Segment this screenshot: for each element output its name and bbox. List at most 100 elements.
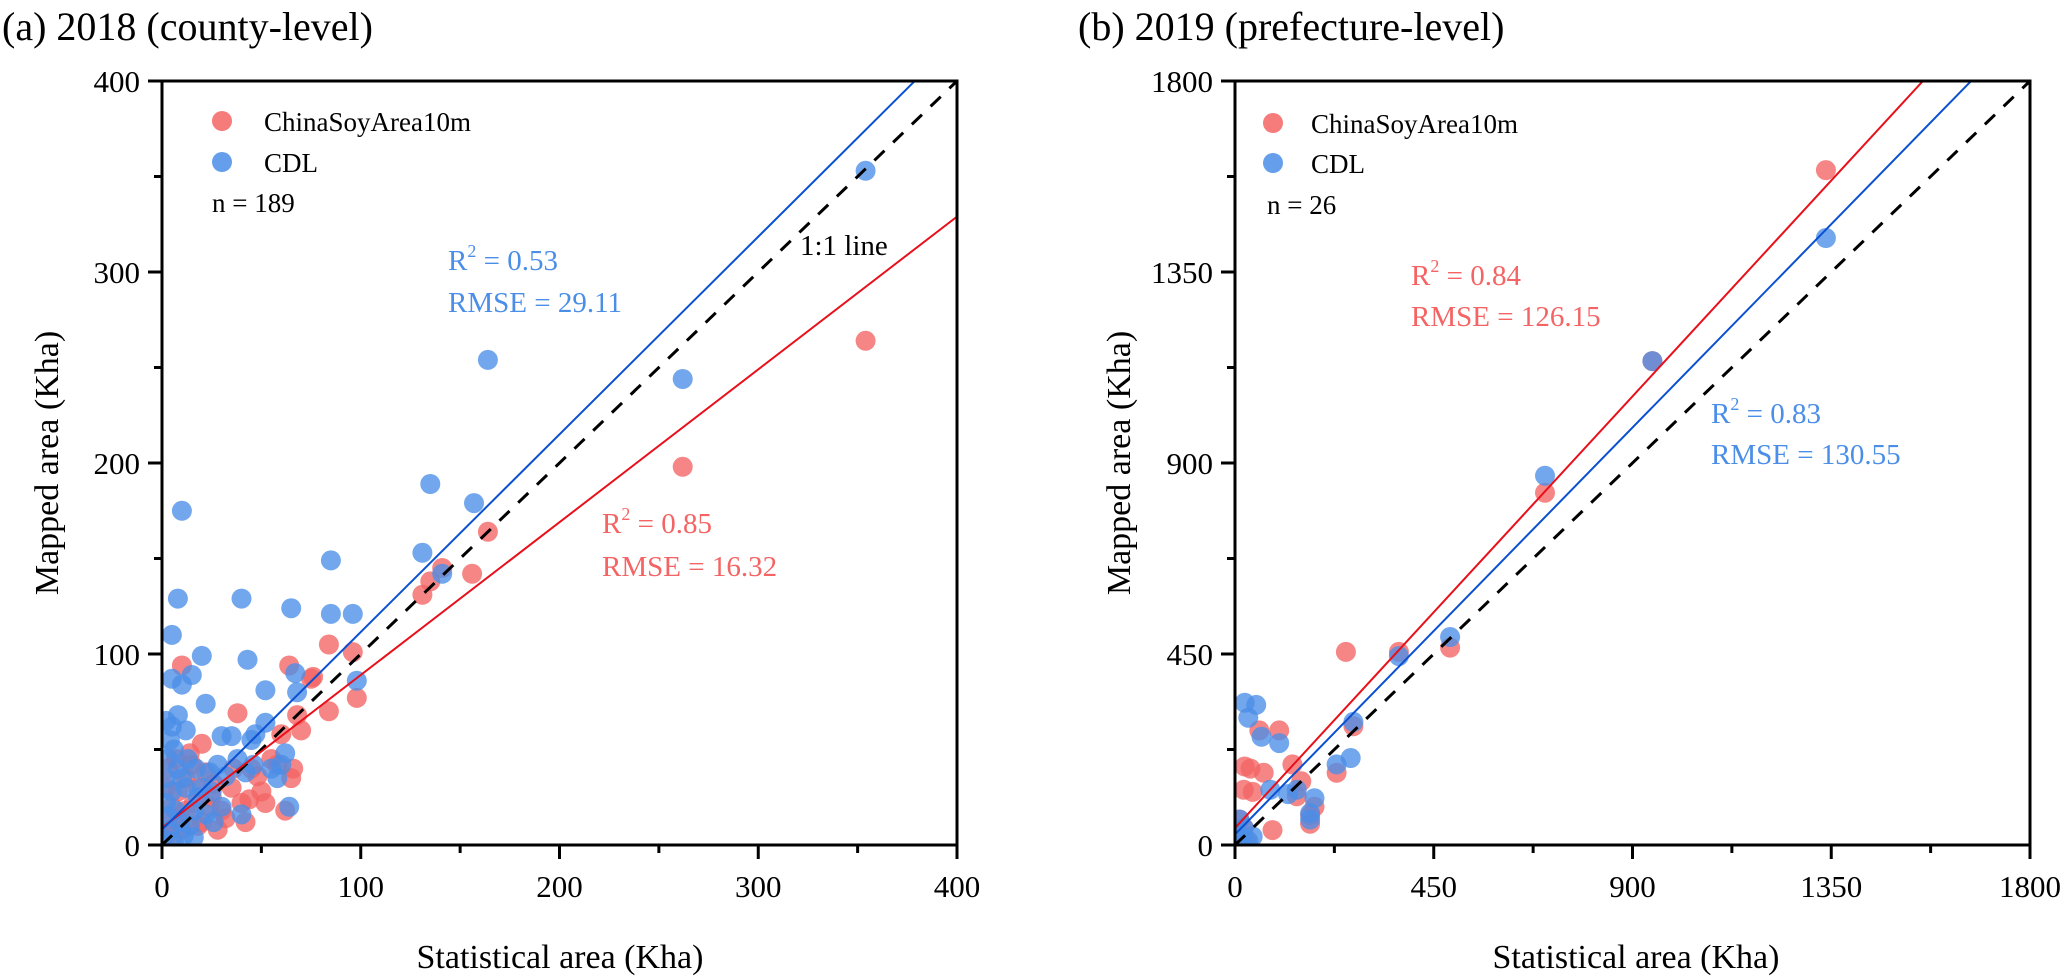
legend-n-label: n = 26: [1267, 190, 1336, 220]
data-point-cdl: [287, 682, 308, 703]
legend-chinasoy-marker: [1263, 113, 1283, 133]
data-point-cdl: [320, 603, 341, 624]
panel-a-title: (a) 2018 (county-level): [2, 4, 373, 49]
data-point-chinasoyarea10m: [291, 720, 312, 741]
legend-chinasoy-marker: [212, 111, 232, 131]
data-point-cdl: [412, 542, 433, 563]
data-point-chinasoyarea10m: [255, 793, 276, 813]
data-point-cdl: [211, 796, 232, 817]
data-point-cdl: [163, 831, 184, 845]
plot-area: [1235, 81, 2030, 845]
panel-b-marks: [1235, 81, 2030, 845]
cdl-rmse-label: RMSE = 29.11: [448, 287, 622, 319]
panel-a-xlabel: Statistical area (Kha): [417, 939, 704, 976]
panel-a-marks: [162, 81, 957, 845]
data-point-chinasoyarea10m: [855, 330, 876, 351]
data-point-chinasoyarea10m: [346, 687, 367, 708]
data-point-cdl: [167, 588, 188, 609]
data-point-cdl: [1238, 707, 1259, 728]
data-point-chinasoyarea10m: [1262, 820, 1283, 841]
x-tick-label: 200: [536, 869, 583, 904]
data-point-cdl: [1269, 733, 1290, 754]
x-tick-label: 900: [1609, 869, 1656, 904]
panel-a-axes: 0 100 200 300 400 0 100 200 300 400: [94, 64, 981, 904]
y-tick-label: 0: [125, 828, 141, 863]
panel-b-title: (b) 2019 (prefecture-level): [1078, 4, 1504, 49]
one-to-one-line: [1235, 81, 2030, 845]
y-tick-label: 100: [94, 637, 141, 672]
data-point-chinasoyarea10m: [1253, 762, 1274, 783]
data-point-cdl: [285, 663, 306, 684]
y-tick-label: 450: [1167, 637, 1214, 672]
x-tick-label: 100: [338, 869, 385, 904]
y-tick-label: 400: [94, 64, 141, 99]
panel-b-legend: ChinaSoyArea10m CDL n = 26: [1263, 109, 1518, 220]
data-point-cdl: [281, 598, 302, 619]
one-to-one-line: [162, 81, 957, 845]
data-point-cdl: [162, 624, 182, 645]
data-point-cdl: [255, 680, 276, 701]
x-tick-label: 1350: [1800, 869, 1862, 904]
data-point-chinasoyarea10m: [342, 642, 363, 663]
panel-b-xlabel: Statistical area (Kha): [1493, 939, 1780, 976]
data-point-cdl: [1251, 726, 1272, 747]
data-point-chinasoyarea10m: [318, 634, 339, 655]
data-point-cdl: [432, 563, 453, 584]
panel-a-legend: ChinaSoyArea10m CDL n = 189: [212, 107, 471, 218]
legend-chinasoy-label: ChinaSoyArea10m: [1311, 109, 1518, 139]
data-point-cdl: [346, 670, 367, 691]
data-point-cdl: [162, 668, 182, 689]
fit-line-cdl: [162, 81, 917, 831]
data-point-cdl: [181, 665, 202, 685]
data-point-cdl: [162, 768, 176, 789]
data-point-cdl: [320, 550, 341, 571]
y-tick-label: 200: [94, 446, 141, 481]
data-point-chinasoyarea10m: [1815, 160, 1836, 181]
panel-b-ylabel: Mapped area (Kha): [1101, 331, 1138, 595]
data-point-chinasoyarea10m: [672, 456, 693, 477]
chinasoy-r2-label: R2 = 0.85: [602, 504, 712, 540]
data-point-cdl: [237, 649, 258, 670]
legend-cdl-marker: [212, 152, 232, 172]
data-point-cdl: [185, 758, 206, 779]
data-point-chinasoyarea10m: [239, 789, 260, 810]
cdl-rmse-label: RMSE = 130.55: [1711, 439, 1901, 471]
data-point-cdl: [279, 796, 300, 817]
data-point-cdl: [171, 500, 192, 521]
legend-chinasoy-label: ChinaSoyArea10m: [264, 107, 471, 137]
legend-cdl-marker: [1263, 153, 1283, 173]
x-tick-label: 0: [154, 869, 170, 904]
x-tick-label: 1800: [1999, 869, 2061, 904]
x-tick-label: 450: [1411, 869, 1458, 904]
one-to-one-label: 1:1 line: [800, 230, 888, 262]
data-point-cdl: [342, 603, 363, 624]
data-point-cdl: [420, 474, 441, 494]
data-point-cdl: [183, 827, 204, 845]
panel-b-stats: R2 = 0.84 RMSE = 126.15 R2 = 0.83 RMSE =…: [1411, 256, 1901, 471]
panel-b-axes: 0 450 900 1350 1800 0 450 900 1350 1800: [1151, 64, 2061, 904]
cdl-r2-label: R2 = 0.53: [448, 241, 558, 277]
data-point-chinasoyarea10m: [227, 703, 248, 724]
data-point-cdl: [1815, 228, 1836, 248]
data-point-cdl: [271, 754, 292, 775]
data-point-cdl: [464, 493, 484, 514]
x-tick-label: 300: [735, 869, 782, 904]
data-point-cdl: [1535, 465, 1555, 486]
data-point-chinasoyarea10m: [318, 701, 339, 722]
legend-n-label: n = 189: [212, 188, 295, 218]
data-point-cdl: [243, 754, 264, 775]
panel-a-ylabel: Mapped area (Kha): [29, 331, 66, 595]
data-point-cdl: [162, 806, 178, 827]
legend-cdl-label: CDL: [1311, 149, 1365, 179]
fit-line-chinasoyarea10m: [1235, 81, 1925, 829]
data-point-cdl: [211, 726, 232, 747]
chinasoy-rmse-label: RMSE = 126.15: [1411, 301, 1601, 333]
fit-line-cdl: [1235, 81, 1973, 836]
panel-b: (b) 2019 (prefecture-level) Mapped area …: [1078, 4, 2061, 976]
data-point-cdl: [195, 693, 216, 714]
data-point-cdl: [1343, 711, 1364, 732]
legend-cdl-label: CDL: [264, 148, 318, 178]
y-tick-label: 1350: [1151, 255, 1213, 290]
chinasoy-rmse-label: RMSE = 16.32: [602, 551, 777, 583]
data-point-cdl: [1642, 351, 1663, 372]
